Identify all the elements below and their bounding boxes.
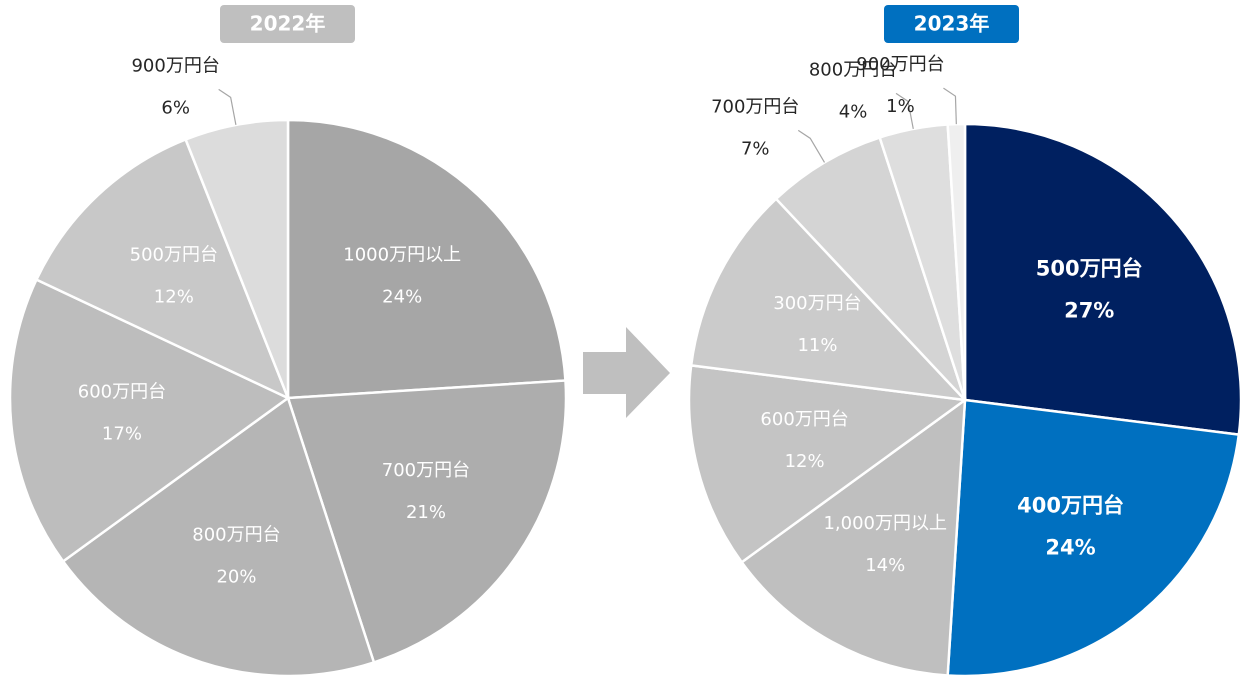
slice-label: 1000万円以上 [343, 244, 461, 265]
pie-slice [946, 122, 967, 401]
slice-value-label: 17% [102, 424, 142, 445]
chart-title: 2023年 [914, 12, 990, 36]
slice-label: 500万円台 [1036, 256, 1143, 280]
slice-label: 300万円台 [773, 293, 861, 314]
pie-slice [687, 364, 969, 564]
pie-slice [739, 397, 967, 677]
slice-value-label: 20% [216, 567, 256, 588]
leader-line [895, 92, 914, 130]
slice-label: 1,000万円以上 [823, 513, 947, 534]
slice-label: 900万円台 [131, 55, 219, 76]
slice-value-label: 4% [839, 101, 868, 122]
pie-slice [8, 277, 291, 564]
slice-value-label: 24% [382, 286, 422, 307]
slice-value-label: 14% [865, 555, 905, 576]
pie-slice [34, 137, 291, 401]
leader-line [218, 88, 237, 126]
slice-value-label: 1% [886, 96, 915, 117]
slice-label: 600万円台 [760, 409, 848, 430]
slice-value-label: 21% [406, 502, 446, 523]
pie-slice [689, 197, 969, 402]
pie-slice [61, 395, 376, 678]
pie-slice [963, 122, 1242, 436]
arrow [583, 327, 670, 418]
leader-line [943, 87, 957, 125]
slice-label: 800万円台 [192, 525, 280, 546]
slice-label: 500万円台 [130, 244, 218, 265]
slice-label: 900万円台 [856, 54, 944, 75]
pie-slice [286, 379, 568, 664]
slice-value-label: 24% [1045, 536, 1095, 560]
pie-slice [286, 118, 567, 400]
title-badge [220, 5, 355, 43]
slice-value-label: 7% [741, 138, 770, 159]
slice-label: 600万円台 [78, 382, 166, 403]
chart-title: 2022年 [250, 12, 326, 36]
slice-value-label: 12% [785, 451, 825, 472]
slice-label: 700万円台 [711, 96, 799, 117]
slice-value-label: 6% [161, 97, 190, 118]
slice-label: 800万円台 [809, 59, 897, 80]
slice-label: 700万円台 [382, 460, 470, 481]
pie-slice [946, 398, 1241, 678]
slice-label: 400万円台 [1017, 494, 1124, 518]
slice-value-label: 27% [1064, 298, 1114, 322]
slice-value-label: 11% [797, 335, 837, 356]
slice-value-label: 12% [154, 286, 194, 307]
pie-slice [774, 135, 967, 401]
title-badge [884, 5, 1019, 43]
leader-line [797, 129, 826, 163]
